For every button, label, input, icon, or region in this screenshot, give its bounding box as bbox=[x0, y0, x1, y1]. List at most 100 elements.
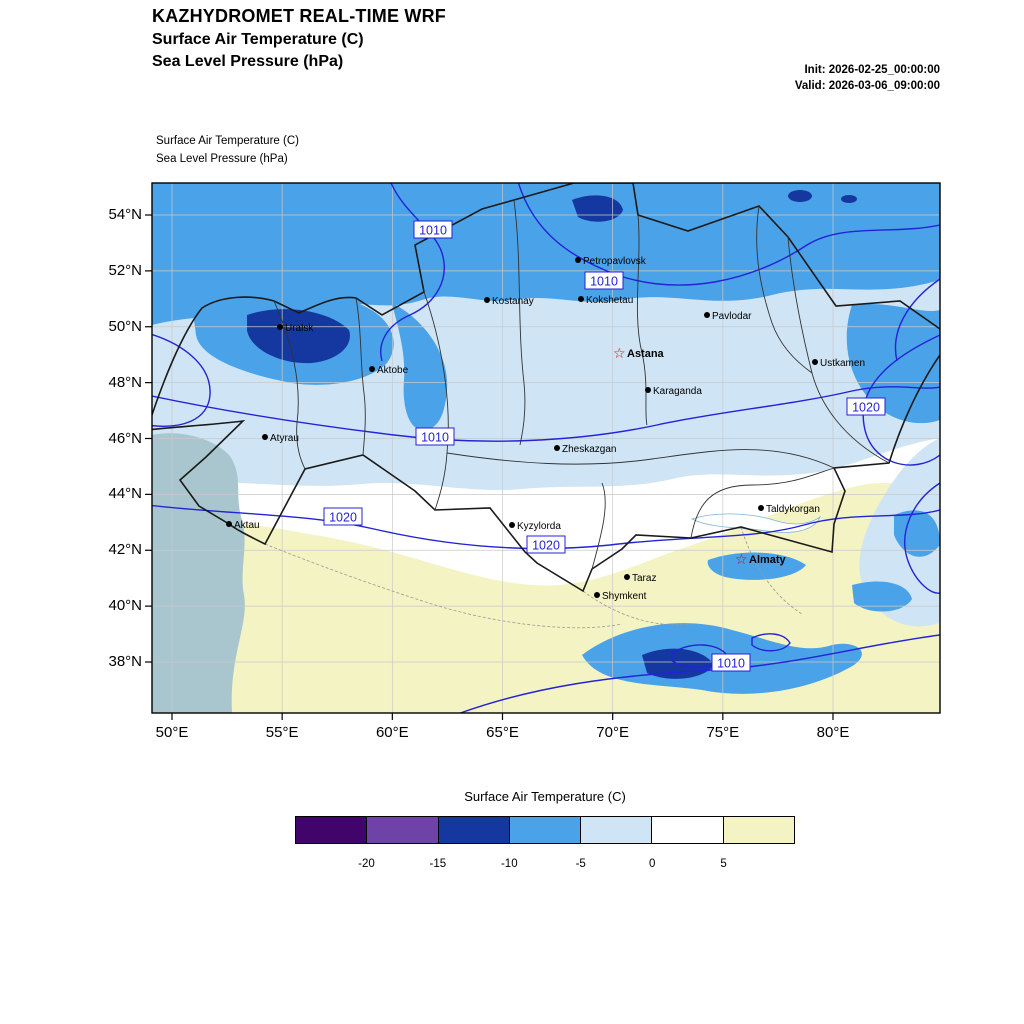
valid-time: Valid: 2026-03-06_09:00:00 bbox=[794, 80, 940, 93]
svg-text:1010: 1010 bbox=[419, 224, 447, 238]
svg-text:1020: 1020 bbox=[532, 539, 560, 553]
lon-label: 80°E bbox=[816, 724, 850, 741]
colorbar-tick-label: -15 bbox=[429, 858, 447, 870]
city-marker-atyrau: Atyrau bbox=[262, 433, 299, 444]
inset-pres-label: Sea Level Pressure (hPa) bbox=[156, 152, 288, 165]
colorbar bbox=[295, 816, 795, 844]
city-dot-icon bbox=[509, 522, 515, 528]
city-marker-kokshetau: Kokshetau bbox=[578, 295, 633, 306]
city-marker-zheskazgan: Zheskazgan bbox=[554, 444, 616, 455]
city-label: Zheskazgan bbox=[562, 444, 616, 455]
colorbar-title: Surface Air Temperature (C) bbox=[464, 789, 626, 804]
lat-label: 46°N bbox=[108, 429, 142, 447]
city-marker-taraz: Taraz bbox=[624, 573, 656, 584]
colorbar-tick-label: -20 bbox=[358, 858, 375, 870]
city-marker-karaganda: Karaganda bbox=[645, 386, 702, 397]
city-label: Karaganda bbox=[653, 386, 702, 397]
subtitle-pressure: Sea Level Pressure (hPa) bbox=[152, 53, 344, 70]
lat-label: 52°N bbox=[108, 261, 142, 279]
map-layers bbox=[152, 183, 940, 713]
colorbar-segment bbox=[651, 817, 723, 843]
city-marker-aktobe: Aktobe bbox=[369, 365, 409, 376]
city-dot-icon bbox=[262, 434, 268, 440]
subtitle-temperature: Surface Air Temperature (C) bbox=[152, 31, 364, 48]
header: KAZHYDROMET REAL-TIME WRF Surface Air Te… bbox=[152, 6, 446, 71]
colorbar-segment bbox=[722, 817, 794, 843]
pressure-label: 1010 bbox=[413, 220, 453, 239]
city-marker-pavlodar: Pavlodar bbox=[704, 311, 752, 322]
city-label: Kyzylorda bbox=[517, 521, 561, 532]
city-marker-shymkent: Shymkent bbox=[594, 591, 647, 602]
city-label: Petropavlovsk bbox=[583, 256, 647, 267]
colorbar-segment bbox=[296, 817, 367, 843]
run-info: Init: 2026-02-25_00:00:00 Valid: 2026-03… bbox=[795, 62, 940, 94]
city-label: Kokshetau bbox=[586, 295, 633, 306]
map-area: 1010 1010 1010 1020 1020 1020 1010 Petropavlov… bbox=[108, 182, 941, 741]
lon-label: 65°E bbox=[486, 724, 519, 741]
pressure-labels-layer: 1010 1010 1010 1020 1020 1020 1010 bbox=[323, 220, 886, 672]
city-label: Uralsk bbox=[285, 323, 314, 334]
lat-label: 44°N bbox=[108, 485, 142, 503]
axis-ticks bbox=[145, 214, 834, 720]
city-dot-icon bbox=[369, 366, 375, 372]
inset-temp-label: Surface Air Temperature (C) bbox=[156, 135, 299, 147]
colorbar-segment bbox=[508, 817, 581, 843]
init-time: Init: 2026-02-25_00:00:00 bbox=[804, 64, 940, 76]
colorbar-tick-label: -5 bbox=[575, 858, 586, 870]
colorbar-tick-label: -10 bbox=[500, 858, 518, 870]
city-label: Shymkent bbox=[602, 591, 647, 602]
city-dot-icon bbox=[645, 387, 651, 393]
city-label: Atyrau bbox=[270, 433, 299, 444]
city-dot-icon bbox=[704, 312, 710, 318]
city-marker-taldykorgan: Taldykorgan bbox=[758, 504, 820, 515]
colorbar-ticks: -20 -15 -10 -5 0 5 bbox=[295, 858, 795, 874]
lon-label: 60°E bbox=[375, 724, 409, 741]
city-label: Almaty bbox=[749, 554, 787, 566]
city-marker-almaty: ☆ Almaty bbox=[735, 552, 787, 568]
pressure-label: 1020 bbox=[323, 507, 363, 526]
colorbar-segment bbox=[437, 817, 509, 843]
foreign-border-layer bbox=[264, 526, 803, 629]
city-dot-icon bbox=[594, 592, 600, 598]
svg-text:1020: 1020 bbox=[852, 401, 880, 415]
pressure-label: 1020 bbox=[846, 397, 886, 416]
lon-label: 50°E bbox=[155, 724, 189, 741]
city-dot-icon bbox=[624, 574, 630, 580]
city-dot-icon bbox=[226, 521, 232, 527]
city-label: Aktau bbox=[234, 520, 260, 531]
colorbar-tick-label: 5 bbox=[720, 858, 727, 870]
pressure-label: 1010 bbox=[415, 427, 455, 446]
city-marker-aktau: Aktau bbox=[226, 520, 260, 531]
city-dot-icon bbox=[554, 445, 560, 451]
map-frame bbox=[151, 182, 941, 714]
pressure-label: 1010 bbox=[711, 653, 751, 672]
lon-label: 70°E bbox=[596, 724, 629, 741]
city-marker-kyzylorda: Kyzylorda bbox=[509, 521, 561, 532]
temperature-fill-layer bbox=[152, 183, 940, 713]
lat-label: 50°N bbox=[108, 317, 142, 335]
city-label: Kostanay bbox=[492, 296, 534, 307]
graticule-layer bbox=[152, 183, 940, 713]
city-dot-icon bbox=[277, 324, 283, 330]
city-marker-kostanay: Kostanay bbox=[484, 296, 534, 307]
city-dot-icon bbox=[484, 297, 490, 303]
city-dot-icon bbox=[758, 505, 764, 511]
city-label: Astana bbox=[627, 348, 665, 360]
city-dot-icon bbox=[575, 257, 581, 263]
svg-text:1020: 1020 bbox=[329, 511, 357, 525]
weather-map: 1010 1010 1010 1020 1020 1020 1010 Petropavlov… bbox=[145, 182, 941, 720]
pressure-label: 1020 bbox=[526, 535, 566, 554]
svg-text:1010: 1010 bbox=[590, 275, 618, 289]
map-inset-labels: Surface Air Temperature (C) Sea Level Pr… bbox=[156, 133, 299, 169]
city-marker-astana: ☆ Astana bbox=[613, 346, 665, 362]
capital-star-icon: ☆ bbox=[613, 346, 626, 362]
city-marker-petropavlovsk: Petropavlovsk bbox=[575, 256, 647, 267]
capital-star-icon: ☆ bbox=[735, 552, 748, 568]
city-label: Taldykorgan bbox=[766, 504, 820, 515]
lat-label: 48°N bbox=[108, 373, 142, 391]
pressure-label: 1010 bbox=[584, 271, 624, 290]
svg-text:1010: 1010 bbox=[421, 431, 449, 445]
city-label: Pavlodar bbox=[712, 311, 752, 322]
oblast-border-layer bbox=[273, 199, 890, 570]
